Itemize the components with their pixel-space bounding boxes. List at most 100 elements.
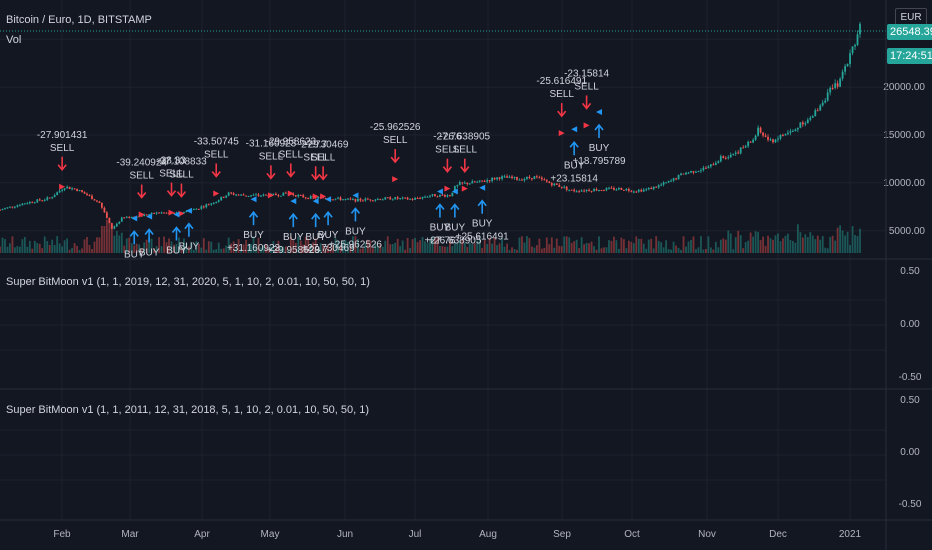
candle-body — [744, 146, 747, 148]
buy-label: BUY — [243, 230, 264, 241]
volume-bar — [523, 242, 526, 253]
candle-body — [93, 199, 96, 201]
candle-body — [334, 198, 337, 200]
volume-bar — [227, 237, 230, 253]
volume-bar — [526, 236, 528, 253]
candle-body — [471, 181, 474, 184]
volume-bar — [844, 235, 846, 253]
volume-bar — [486, 243, 489, 253]
candle-body — [724, 157, 727, 159]
volume-bar — [831, 235, 834, 253]
volume-bar — [476, 240, 479, 253]
volume-bar — [28, 240, 31, 253]
candle-body — [811, 116, 814, 118]
sell-value: -39.240924 — [116, 158, 167, 169]
volume-bar — [672, 241, 675, 253]
candle-body — [555, 183, 558, 185]
candle-body — [379, 198, 382, 200]
candle-body — [421, 196, 424, 199]
volume-bar — [339, 246, 342, 253]
volume-bar — [429, 239, 431, 253]
chart-title[interactable]: Bitcoin / Euro, 1D, BITSTAMP — [6, 14, 152, 26]
volume-bar — [396, 238, 399, 253]
indicator1-title[interactable]: Super BitMoon v1 (1, 1, 2019, 12, 31, 20… — [6, 276, 370, 288]
candle-body — [506, 176, 508, 178]
volume-bar — [496, 245, 499, 253]
currency-button[interactable]: EUR — [895, 8, 927, 28]
volume-bar — [334, 238, 337, 253]
candle-body — [212, 203, 215, 205]
indicator1-axis[interactable]: 0.50 0.00 -0.50 — [899, 266, 922, 383]
indicator2-tick-label: 0.50 — [900, 395, 920, 406]
candle-body — [434, 194, 436, 197]
volume-bar — [811, 235, 814, 253]
candle-body — [364, 198, 367, 201]
volume-bar — [782, 238, 784, 253]
time-tick-label: Mar — [121, 529, 139, 540]
candle-body — [155, 212, 158, 214]
sell-marker — [59, 183, 66, 190]
candle-body — [791, 131, 794, 133]
indicator2-title[interactable]: Super BitMoon v1 (1, 1, 2011, 12, 31, 20… — [6, 404, 370, 416]
volume-bar — [667, 249, 670, 253]
price-axis[interactable]: 5000.00 10000.00 15000.00 20000.00 — [883, 82, 925, 237]
volume-bar — [376, 245, 379, 253]
volume-bar — [86, 236, 88, 253]
volume-bar — [647, 239, 650, 253]
grid-lines — [0, 0, 886, 520]
sell-label: SELL — [169, 170, 194, 181]
volume-bar — [540, 248, 543, 253]
candle-body — [583, 190, 586, 192]
candle-body — [794, 129, 797, 132]
candle-body — [734, 152, 737, 154]
volume-bar — [394, 242, 397, 253]
candle-body — [148, 214, 151, 216]
candle-body — [183, 212, 185, 214]
candle-body — [764, 135, 767, 137]
volume-bar — [424, 241, 426, 253]
sell-label: SELL — [259, 151, 284, 162]
volume-bar — [729, 233, 732, 253]
candle-body — [704, 167, 707, 169]
candle-body — [687, 172, 690, 174]
indicator2-axis[interactable]: 0.50 0.00 -0.50 — [899, 395, 922, 510]
buy-value: +18.795789 — [572, 156, 626, 167]
volume-legend[interactable]: Vol — [6, 34, 22, 46]
candle-body — [804, 123, 807, 125]
volume-bar — [108, 220, 111, 253]
candle-body — [478, 180, 481, 182]
candle-body — [366, 198, 369, 200]
candle-body — [14, 206, 16, 208]
volume-bar — [352, 236, 354, 253]
candle-body — [846, 64, 849, 67]
volume-bar — [160, 246, 163, 253]
candle-body — [76, 189, 78, 191]
candle-body — [516, 176, 518, 180]
volume-bar — [260, 247, 262, 253]
time-tick-label: Aug — [479, 529, 497, 540]
candle-body — [277, 195, 280, 197]
volume-bar — [68, 249, 71, 253]
buy-marker — [312, 198, 319, 205]
volume-bar — [26, 246, 29, 253]
candle-body — [458, 182, 461, 186]
volume-bar — [801, 237, 804, 253]
sell-marker — [267, 192, 274, 199]
candle-body — [51, 197, 54, 199]
volume-bar — [371, 248, 374, 253]
volume-bar — [279, 245, 282, 253]
volume-bar — [349, 244, 352, 253]
volume-bar — [51, 239, 54, 253]
candle-body — [826, 92, 829, 101]
volume-bar — [391, 243, 394, 253]
candle-body — [381, 199, 384, 201]
buy-arrow-head — [450, 203, 460, 211]
candle-body — [824, 100, 827, 103]
candle-body — [496, 177, 499, 180]
time-axis[interactable]: Feb Mar Apr May Jun Jul Aug Sep Oct Nov Dec 2021 — [53, 529, 861, 540]
volume-bar — [739, 235, 742, 253]
volume-bar — [677, 247, 680, 253]
candle-body — [284, 192, 287, 194]
sell-arrow-head — [176, 191, 187, 198]
